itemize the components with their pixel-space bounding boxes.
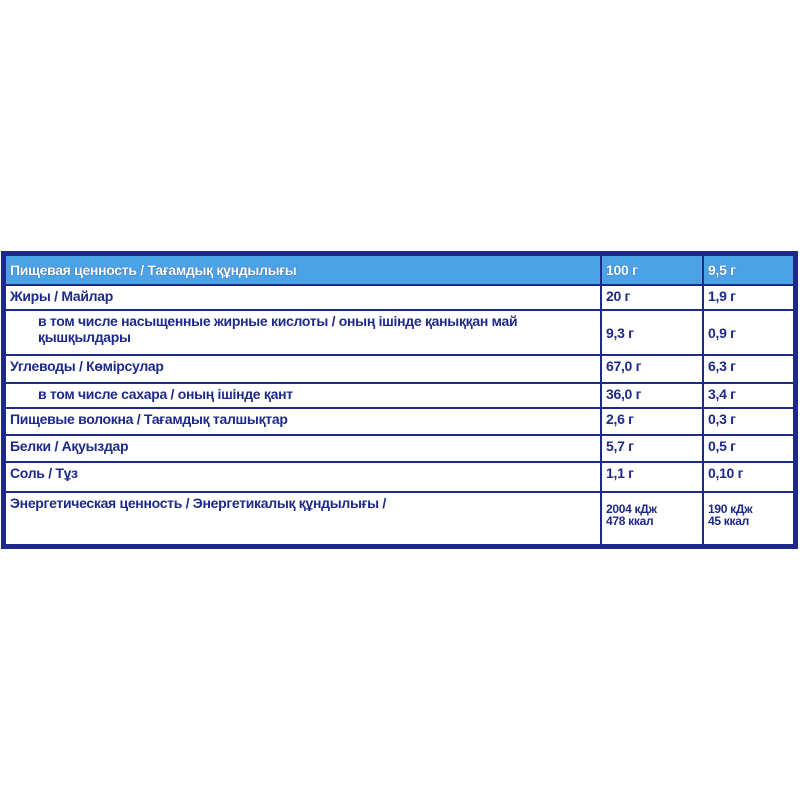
label-cell: в том числе сахара / оның ішінде қант bbox=[4, 382, 602, 409]
row: в том числе насыщенные жирные кислоты / … bbox=[4, 309, 795, 356]
label-cell: Белки / Ақуыздар bbox=[4, 434, 602, 463]
label-cell: Соль / Тұз bbox=[4, 461, 602, 493]
label-cell: Жиры / Майлар bbox=[4, 284, 602, 311]
value-cell: 5,7 г bbox=[600, 434, 704, 463]
header-cell: 100 г bbox=[600, 254, 704, 286]
label-cell: Углеводы / Көмірсулар bbox=[4, 354, 602, 384]
energy-kj: 2004 кДж bbox=[606, 502, 657, 516]
energy-kcal: 45 ккал bbox=[708, 514, 749, 528]
value-cell: 0,9 г bbox=[702, 309, 795, 356]
value-cell: 0,10 г bbox=[702, 461, 795, 493]
energy-kj: 190 кДж bbox=[708, 502, 753, 516]
row: Углеводы / Көмірсулар 67,0 г 6,3 г bbox=[4, 354, 795, 384]
value-cell: 2,6 г bbox=[600, 407, 704, 436]
value-cell: 9,3 г bbox=[600, 309, 704, 356]
value-cell: 0,3 г bbox=[702, 407, 795, 436]
value-cell: 2004 кДж 478 ккал bbox=[600, 491, 704, 546]
row: в том числе сахара / оның ішінде қант 36… bbox=[4, 382, 795, 409]
nutrition-table: Пищевая ценность / Тағамдық құндылығы 10… bbox=[1, 251, 798, 549]
row: Соль / Тұз 1,1 г 0,10 г bbox=[4, 461, 795, 493]
value-cell: 6,3 г bbox=[702, 354, 795, 384]
energy-kcal: 478 ккал bbox=[606, 514, 654, 528]
header-row: Пищевая ценность / Тағамдық құндылығы 10… bbox=[4, 254, 795, 286]
value-cell: 190 кДж 45 ккал bbox=[702, 491, 795, 546]
header-cell: Пищевая ценность / Тағамдық құндылығы bbox=[4, 254, 602, 286]
row: Белки / Ақуыздар 5,7 г 0,5 г bbox=[4, 434, 795, 463]
value-cell: 1,1 г bbox=[600, 461, 704, 493]
value-cell: 1,9 г bbox=[702, 284, 795, 311]
value-cell: 0,5 г bbox=[702, 434, 795, 463]
label-cell: в том числе насыщенные жирные кислоты / … bbox=[4, 309, 602, 356]
value-cell: 67,0 г bbox=[600, 354, 704, 384]
row: Энергетическая ценность / Энергетикалық … bbox=[4, 491, 795, 546]
value-cell: 36,0 г bbox=[600, 382, 704, 409]
header-cell: 9,5 г bbox=[702, 254, 795, 286]
row: Пищевые волокна / Тағамдық талшықтар 2,6… bbox=[4, 407, 795, 436]
value-cell: 20 г bbox=[600, 284, 704, 311]
value-cell: 3,4 г bbox=[702, 382, 795, 409]
label-cell: Пищевые волокна / Тағамдық талшықтар bbox=[4, 407, 602, 436]
table: Пищевая ценность / Тағамдық құндылығы 10… bbox=[4, 254, 795, 546]
label-cell: Энергетическая ценность / Энергетикалық … bbox=[4, 491, 602, 546]
row: Жиры / Майлар 20 г 1,9 г bbox=[4, 284, 795, 311]
